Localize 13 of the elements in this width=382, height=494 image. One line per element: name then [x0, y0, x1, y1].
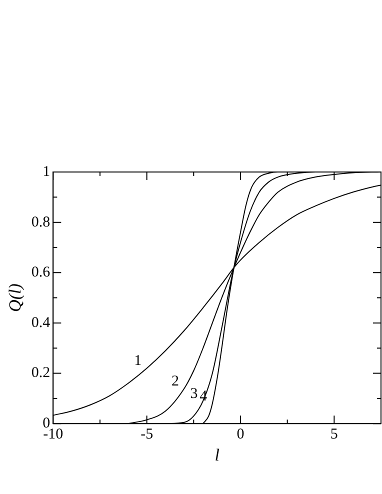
x-tick-label: 0	[236, 426, 244, 443]
y-tick-label: 0.8	[31, 214, 50, 230]
y-tick-label: 1	[42, 164, 50, 180]
annotation: 2	[172, 373, 180, 390]
annotation: 3	[190, 386, 198, 402]
x-axis-title: l	[214, 445, 220, 464]
x-tick-label: 5	[330, 426, 338, 443]
y-tick-label: 0.2	[31, 365, 50, 382]
x-tick-label: -5	[140, 426, 154, 443]
y-axis-title: Q(l)	[6, 283, 25, 312]
y-tick-label: 0.6	[31, 264, 51, 281]
y-tick-label: 0.4	[31, 314, 51, 331]
annotation: 1	[134, 353, 142, 370]
